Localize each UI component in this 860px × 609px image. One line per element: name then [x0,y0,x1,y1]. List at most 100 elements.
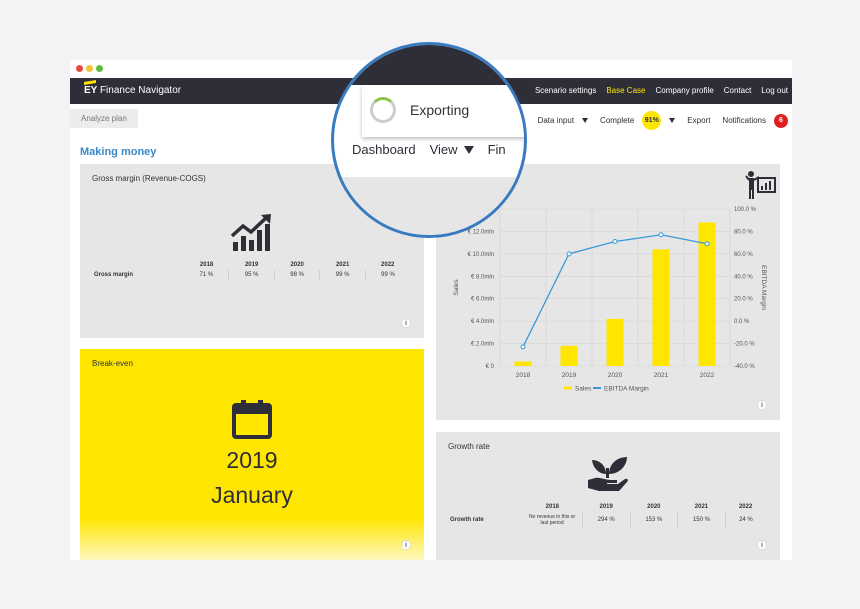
growth-rate-card: Growth rate 2018 2019 2020 2021 2022 Gro… [436,432,780,560]
tab-view-label: View [429,142,458,157]
gr-value-2022: 24 % [739,517,753,523]
y-tick-label: € 2.0mln [471,342,494,348]
gr-value-2020: 153 % [630,512,679,528]
break-even-card: Break-even 2019 January i [80,349,424,560]
gr-value-2021: 150 % [677,512,726,528]
table-row: Gross margin 71 % 95 % 98 % 99 % 99 % [90,270,410,280]
tab-finance[interactable]: Fin [487,142,506,157]
gm-year-2018: 2018 [199,262,214,268]
minimize-window-dot[interactable] [86,65,93,72]
sales-bar [514,361,532,366]
x-tick-label: 2022 [700,372,715,379]
growth-chart-icon [231,214,271,251]
y2-tick-label: -20.0 % [734,342,755,348]
gm-year-2021: 2021 [335,262,350,268]
exporting-popup: Exporting [362,85,524,137]
y2-tick-label: 40.0 % [734,274,753,280]
nav-contact[interactable]: Contact [723,86,752,95]
break-even-year: 2019 [226,447,278,473]
y2-tick-label: 80.0 % [734,229,753,235]
gm-row-label: Gross margin [94,272,134,278]
logo-product-name: Finance Navigator [99,85,182,96]
page-title: Making money [80,146,157,158]
x-tick-label: 2021 [654,372,669,379]
notifications-button[interactable]: Notifications [722,116,766,125]
ebitda-margin-point [704,241,710,247]
y-tick-label: € 8.0mln [471,274,494,280]
analyze-plan-button[interactable]: Analyze plan [70,109,138,128]
sales-bar [698,222,716,366]
nav-base-case[interactable]: Base Case [606,86,646,95]
close-window-dot[interactable] [76,65,83,72]
gm-year-2022: 2022 [381,262,395,268]
gm-value-2019: 95 % [228,270,275,280]
gm-year-2020: 2020 [290,262,304,268]
gross-margin-info-icon[interactable]: i [401,318,411,328]
y2-axis-label: EBITDA Margin [760,265,767,310]
nav-scenario-settings[interactable]: Scenario settings [534,86,597,95]
presenter-chart-icon [745,171,776,199]
break-even-info-icon[interactable]: i [401,540,411,550]
exporting-text: Exporting [410,102,470,118]
gm-value-2018: 71 % [184,270,230,280]
magnifier-callout: Exporting Dashboard View Fin [331,42,527,238]
notifications-count-badge[interactable]: 6 [774,113,788,128]
ebitda-margin-point [566,251,572,257]
y2-tick-label: 60.0 % [734,252,753,258]
y2-tick-label: 0.0 % [734,319,750,325]
chart-info-icon[interactable]: i [757,400,767,410]
legend-sales-label: Sales [575,386,592,393]
growth-rate-table: 2018 2019 2020 2021 2022 Growth rate No … [446,502,766,528]
export-button[interactable]: Export [687,116,711,125]
nav-log-out[interactable]: Log out [761,86,788,95]
growth-rate-title: Growth rate [448,442,490,451]
x-tick-label: 2018 [516,372,531,379]
view-chevron-down-icon [463,145,474,154]
y-axis-label: Sales [453,279,460,296]
tab-view[interactable]: View [430,142,474,157]
gm-value-2021: 99 % [319,270,366,280]
y2-tick-label: 20.0 % [734,297,753,303]
y-tick-label: € 4.0mln [471,319,494,325]
plant-in-hand-icon [588,457,628,491]
x-tick-label: 2020 [608,372,623,379]
growth-rate-info-icon[interactable]: i [757,540,767,550]
completion-badge: 91% [642,111,662,130]
top-nav-links: Scenario settings Base Case Company prof… [535,86,788,95]
nav-company-profile[interactable]: Company profile [655,86,714,95]
gr-year-2022: 2022 [738,504,753,510]
calendar-icon [232,400,272,439]
sales-ebitda-chart-card: € 0 € 2.0mln € 4.0mln € 6.0mln € 8.0mln € 10.… [436,164,780,420]
complete-label: Complete [600,116,635,125]
y2-tick-label: 100.0 % [734,207,757,213]
toolbar-actions: Data input Complete 91% Export Notificat… [538,111,788,130]
gr-row-label: Growth rate [450,517,484,523]
gr-value-2018: No revenue in this or last period [522,512,583,528]
sales-bar [560,345,578,366]
y-tick-label: € 0 [486,364,495,370]
magnified-menu-tabs: Dashboard View Fin [352,142,506,157]
complete-chevron-down-icon[interactable] [669,118,676,123]
tab-dashboard[interactable]: Dashboard [352,142,416,157]
maximize-window-dot[interactable] [96,65,103,72]
gr-year-2020: 2020 [647,504,661,510]
ey-logo[interactable]: EY Finance Navigator [84,79,182,96]
y-tick-label: € 10.0mln [468,252,494,258]
sales-ebitda-chart: € 0 € 2.0mln € 4.0mln € 6.0mln € 8.0mln € 10.… [453,207,767,393]
sales-bar [606,318,624,366]
gross-margin-table: 2018 2019 2020 2021 2022 Gross margin 71… [90,260,410,280]
gr-year-2021: 2021 [694,504,709,510]
table-row: Growth rate No revenue in this or last p… [446,512,766,528]
gm-value-2020: 98 % [274,270,321,280]
gr-year-2019: 2019 [599,504,613,510]
magnified-topbar [334,45,524,85]
logo-ey: EY [84,85,98,96]
break-even-title: Break-even [92,359,133,368]
gross-margin-title: Gross margin (Revenue-COGS) [92,174,206,183]
break-even-month: January [211,482,293,508]
gr-value-2019: 294 % [582,512,631,528]
x-tick-label: 2019 [562,372,577,379]
ebitda-margin-point [612,239,618,245]
data-input-chevron-down-icon[interactable] [582,118,589,123]
data-input-dropdown[interactable]: Data input [537,116,575,125]
